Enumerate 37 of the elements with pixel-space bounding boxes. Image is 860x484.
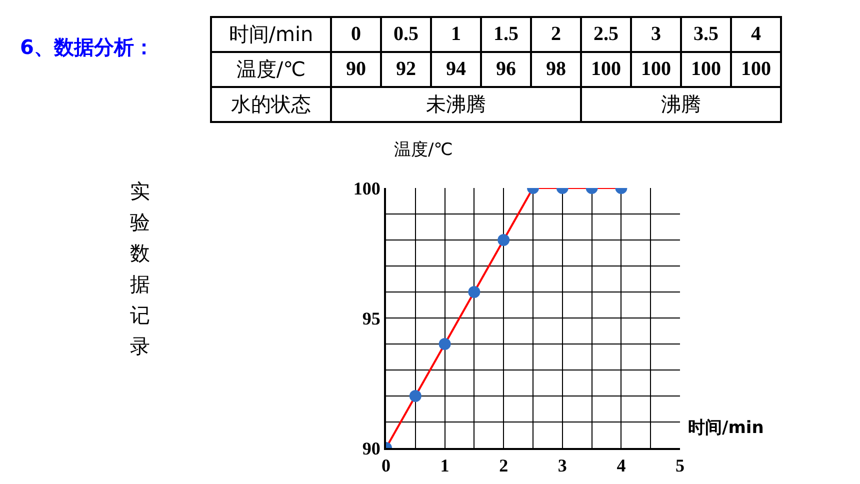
text: 2.5 (581, 17, 631, 52)
x-tick-label: 5 (676, 456, 684, 476)
text: 92 (381, 52, 431, 87)
x-tick-label: 3 (558, 456, 567, 476)
text: 3.5 (681, 17, 731, 52)
text: 96 (481, 52, 531, 87)
text: 实验数据记录 (129, 178, 151, 360)
x-tick-label: 1 (440, 456, 450, 476)
text: 6、数据分析： (20, 34, 154, 61)
x-tick-label: 0 (382, 456, 390, 476)
text: 4 (731, 17, 781, 52)
text: 时间/min (228, 22, 314, 46)
text: 1 (431, 17, 481, 52)
text: 94 (431, 52, 481, 87)
text: 0 (331, 17, 381, 52)
x-tick-label: 4 (616, 456, 626, 476)
text: 0.5 (381, 17, 431, 52)
text: 2 (531, 17, 581, 52)
y-tick-label: 95 (362, 308, 380, 328)
text: 温度/℃ (236, 57, 306, 81)
text: 100 (631, 52, 681, 87)
text: 水的状态 (211, 87, 331, 122)
text: 98 (531, 52, 581, 87)
text: 100 (681, 52, 731, 87)
y-tick-label: 100 (353, 178, 380, 198)
point (468, 286, 480, 298)
y-tick-label: 90 (362, 438, 380, 458)
text: 100 (581, 52, 631, 87)
point (438, 338, 451, 350)
x-axis-title: 时间/min (688, 418, 764, 438)
y-axis-title: 温度/℃ (394, 140, 453, 160)
text: 100 (731, 52, 781, 87)
text: 1.5 (481, 17, 531, 52)
text: 沸腾 (581, 87, 781, 122)
text: 3 (631, 17, 681, 52)
text: 未沸腾 (331, 87, 581, 122)
x-tick-label: 2 (499, 456, 508, 476)
